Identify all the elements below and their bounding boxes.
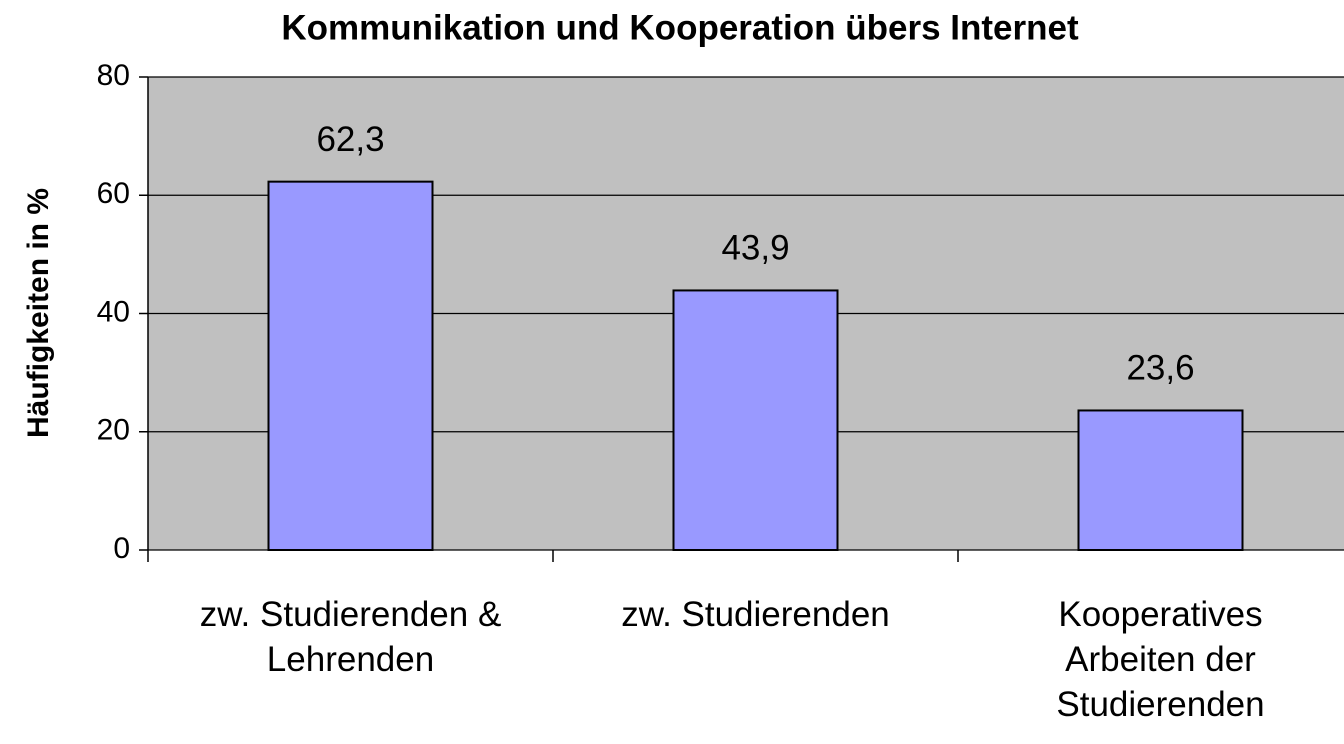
- x-tick-label: Kooperatives Arbeiten der Studierenden: [1056, 595, 1265, 724]
- x-tick-label: zw. Studierenden & Lehrenden: [199, 595, 502, 679]
- value-label: 23,6: [1126, 349, 1194, 388]
- value-label: 62,3: [316, 120, 384, 159]
- y-tick-label: 0: [113, 532, 130, 565]
- y-tick-label: 20: [97, 414, 130, 447]
- y-tick-label: 40: [97, 295, 130, 328]
- x-tick-label: zw. Studierenden: [621, 595, 890, 634]
- bar: [672, 289, 839, 551]
- chart-title: Kommunikation und Kooperation übers Inte…: [281, 8, 1079, 47]
- y-axis-label: Häufigkeiten in %: [22, 188, 55, 438]
- bar: [1077, 409, 1244, 551]
- y-tick-label: 60: [97, 177, 130, 210]
- y-tick-label: 80: [97, 59, 130, 92]
- value-label: 43,9: [721, 229, 789, 268]
- bar: [267, 180, 434, 551]
